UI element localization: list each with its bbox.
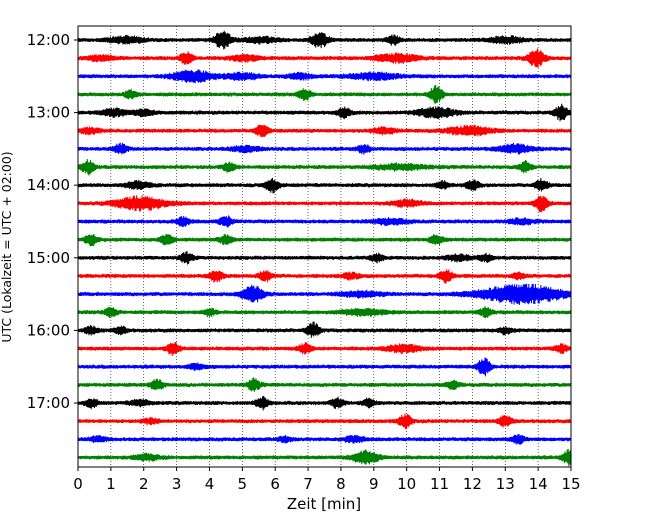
trace-1545 — [77, 306, 572, 319]
x-tick-label-9: 9 — [369, 475, 379, 493]
x-tick-label-11: 11 — [430, 475, 449, 493]
trace-1345 — [77, 159, 572, 176]
x-tick-label-2: 2 — [139, 475, 149, 493]
trace-1600 — [77, 321, 572, 338]
plot-frame — [77, 25, 572, 468]
trace-1330 — [77, 142, 572, 155]
x-axis-ticks: 0 1 2 3 4 5 6 7 8 9 10 11 12 13 14 15 — [73, 467, 581, 493]
x-tick-label-0: 0 — [73, 475, 83, 493]
trace-1245 — [77, 84, 572, 105]
y-tick-label-1200: 12:00 — [27, 31, 70, 49]
trace-1745 — [77, 449, 572, 467]
trace-1300 — [77, 103, 572, 122]
trace-1515 — [77, 269, 572, 284]
x-tick-label-14: 14 — [529, 475, 548, 493]
x-axis-title: Zeit [min] — [287, 495, 361, 513]
trace-1730 — [77, 434, 572, 445]
trace-1445 — [77, 233, 572, 247]
x-tick-label-3: 3 — [172, 475, 182, 493]
trace-1500 — [77, 251, 572, 265]
x-tick-label-13: 13 — [496, 475, 515, 493]
y-tick-label-1600: 16:00 — [27, 321, 70, 339]
trace-1230 — [77, 69, 572, 84]
y-tick-label-1400: 14:00 — [27, 176, 70, 194]
y-tick-label-1500: 15:00 — [27, 249, 70, 267]
trace-1415 — [77, 195, 572, 213]
x-tick-label-15: 15 — [561, 475, 580, 493]
y-axis-title: UTC (Lokalzeit = UTC + 02:00) — [0, 151, 14, 342]
x-tick-label-8: 8 — [336, 475, 346, 493]
trace-1215 — [77, 48, 572, 68]
vertical-gridlines — [110, 26, 539, 467]
x-tick-label-6: 6 — [270, 475, 280, 493]
trace-1200 — [77, 30, 572, 50]
trace-1315 — [77, 124, 572, 138]
x-tick-label-7: 7 — [303, 475, 313, 493]
trace-1400 — [77, 177, 572, 194]
trace-1630 — [77, 357, 572, 377]
y-tick-label-1700: 17:00 — [27, 394, 70, 412]
trace-1615 — [77, 342, 572, 356]
trace-1645 — [77, 377, 572, 392]
x-tick-label-12: 12 — [463, 475, 482, 493]
trace-1715 — [77, 413, 572, 430]
y-axis-ticks: 12:00 13:00 14:00 15:00 16:00 17:00 — [27, 31, 78, 412]
x-tick-label-10: 10 — [397, 475, 416, 493]
trace-1430 — [77, 215, 572, 228]
trace-1700 — [77, 395, 572, 411]
x-tick-label-5: 5 — [238, 475, 248, 493]
x-tick-label-4: 4 — [205, 475, 215, 493]
trace-1530 — [77, 283, 572, 305]
x-tick-label-1: 1 — [106, 475, 116, 493]
seismogram-traces — [77, 30, 572, 467]
y-tick-label-1300: 13:00 — [27, 104, 70, 122]
